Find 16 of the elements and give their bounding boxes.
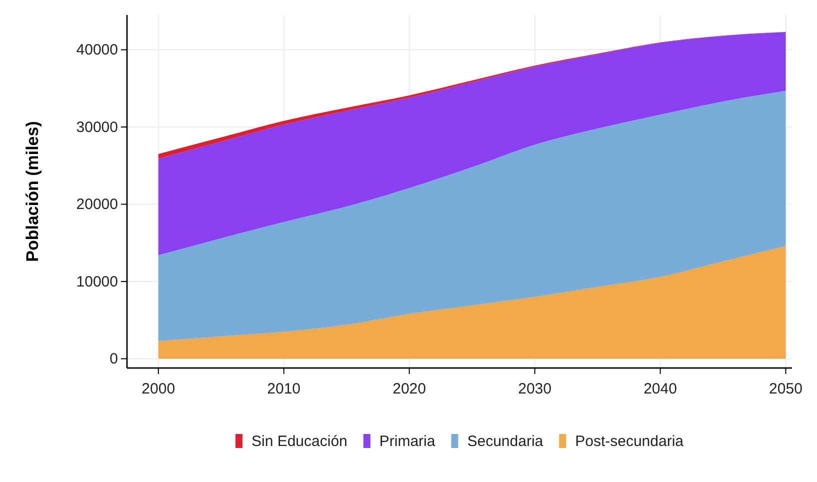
legend-label: Primaria (379, 433, 436, 450)
y-tick-label: 20000 (76, 196, 118, 214)
legend-label: Post-secundaria (575, 433, 684, 450)
x-tick-label: 2000 (142, 380, 176, 398)
y-tick-label: 30000 (76, 118, 118, 136)
x-tick-label: 2020 (392, 380, 426, 398)
x-tick-label: 2010 (267, 380, 301, 398)
x-tick-label: 2030 (518, 380, 552, 398)
x-tick-label: 2040 (644, 380, 677, 398)
y-tick-label: 0 (110, 350, 118, 368)
legend-label: Secundaria (467, 433, 544, 450)
legend-label: Sin Educación (251, 433, 348, 450)
y-axis-title: Población (miles) (23, 121, 42, 262)
y-tick-label: 10000 (76, 273, 118, 290)
x-tick-label: 2050 (769, 380, 802, 398)
y-tick-label: 40000 (76, 42, 118, 59)
